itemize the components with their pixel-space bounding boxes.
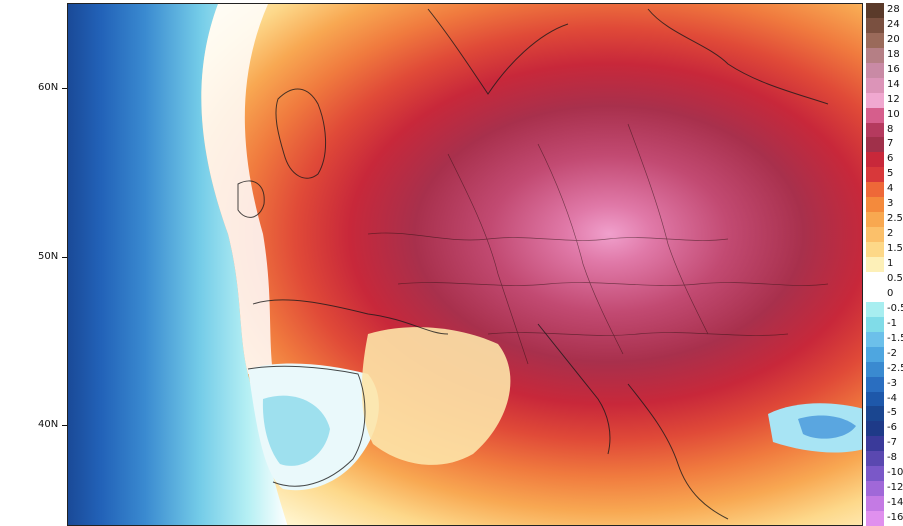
legend-label: -12 [887, 482, 903, 494]
legend-label: -6 [887, 422, 897, 434]
legend-label: 0.5 [887, 272, 903, 284]
legend-label: 8 [887, 123, 894, 135]
legend-label: 4 [887, 183, 894, 195]
legend-swatch [866, 436, 884, 452]
legend-label: 0 [887, 287, 894, 299]
lat-label-40n: 40N [38, 419, 59, 430]
legend-swatch [866, 92, 884, 109]
legend-swatch [866, 391, 884, 407]
legend-label: 6 [887, 153, 894, 165]
legend-swatch [866, 451, 884, 467]
legend-swatch [866, 32, 884, 49]
legend-swatch [866, 197, 884, 213]
legend-label: 28 [887, 4, 900, 15]
legend-swatch [866, 346, 884, 363]
legend-label: -10 [887, 467, 903, 479]
legend-swatch [866, 316, 884, 333]
lat-tick-40n [62, 425, 67, 426]
legend-label: 24 [887, 18, 900, 30]
legend-swatch [866, 361, 884, 378]
legend-label: 1 [887, 258, 894, 270]
legend-swatch [866, 421, 884, 437]
legend-swatch [866, 406, 884, 422]
legend-swatch [866, 47, 884, 64]
legend-swatch [866, 62, 884, 79]
lat-label-60n: 60N [38, 82, 59, 93]
legend-swatch [866, 122, 884, 138]
temperature-anomaly-map [67, 3, 863, 526]
legend-swatch [866, 301, 884, 318]
legend-label: -16 [887, 512, 903, 524]
legend-swatch [866, 257, 884, 273]
legend-label: 14 [887, 78, 900, 90]
legend-swatch [866, 227, 884, 243]
legend-label: 2 [887, 228, 894, 240]
legend-swatch [866, 212, 884, 228]
legend-swatch [866, 481, 884, 497]
legend-swatch [866, 137, 884, 153]
legend-label: -5 [887, 407, 897, 419]
legend-swatch [866, 286, 884, 303]
legend-label: 20 [887, 33, 900, 45]
legend-swatch [866, 77, 884, 94]
legend-label: 18 [887, 48, 900, 60]
legend-label: 16 [887, 63, 900, 75]
legend-swatch [866, 167, 884, 183]
legend-label: -1 [887, 317, 897, 329]
legend-label: -0.5 [887, 302, 903, 314]
legend-swatch [866, 376, 884, 392]
lat-label-50n: 50N [38, 251, 59, 262]
legend-label: -1.5 [887, 332, 903, 344]
legend-swatch [866, 182, 884, 198]
legend-label: -2 [887, 347, 897, 359]
legend-label: 1.5 [887, 243, 903, 255]
legend-swatch [866, 17, 884, 34]
legend-label: -8 [887, 452, 897, 464]
lat-tick-60n [62, 88, 67, 89]
legend-label: 5 [887, 168, 894, 180]
legend-swatch [866, 496, 884, 512]
legend-label: -4 [887, 392, 897, 404]
legend-label: -2.5 [887, 362, 903, 374]
legend-label: 7 [887, 138, 894, 150]
legend-label: 10 [887, 108, 900, 120]
legend-swatch [866, 271, 884, 288]
legend-label: 12 [887, 93, 900, 105]
legend-swatch [866, 466, 884, 482]
legend-swatch [866, 152, 884, 168]
color-scale-legend: 28 24 20 18 16 14 12 10 8 7 6 5 4 3 2.5 2 1.5 1 0.5 0 -0.5 -1… [866, 3, 903, 526]
legend-label: -14 [887, 497, 903, 509]
legend-swatch [866, 331, 884, 348]
legend-swatch [866, 107, 884, 124]
legend-label: -7 [887, 437, 897, 449]
legend-swatch [866, 511, 884, 526]
legend-label: 3 [887, 198, 894, 210]
legend-swatch [866, 242, 884, 258]
legend-label: 2.5 [887, 213, 903, 225]
legend-swatch [866, 3, 884, 19]
lat-tick-50n [62, 257, 67, 258]
legend-label: -3 [887, 377, 897, 389]
